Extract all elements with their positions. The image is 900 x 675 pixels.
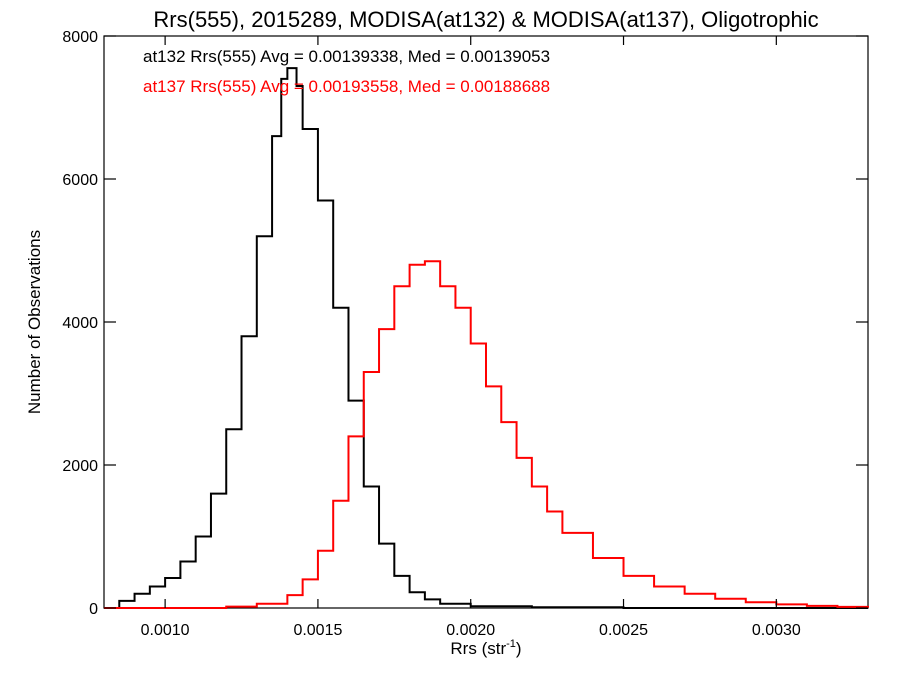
plot-frame: [103, 35, 869, 609]
series-annotation-red: at137 Rrs(555) Avg = 0.00193558, Med = 0…: [143, 77, 550, 96]
x-axis-label-close: ): [516, 639, 522, 658]
y-axis-label: Number of Observations: [25, 230, 44, 414]
x-tick-label: 0.0030: [752, 622, 801, 639]
y-tick-label: 0: [89, 601, 98, 618]
series-line-black: [104, 67, 868, 609]
y-tick-label: 4000: [62, 315, 98, 332]
x-tick-label: 0.0025: [599, 622, 648, 639]
ticks-layer: 0.0010 0.0015 0.0020 0.0025 0.0030 0 2000 4000 6…: [62, 29, 868, 639]
y-tick-label: 6000: [62, 172, 98, 189]
y-tick-label: 2000: [62, 458, 98, 475]
series-annotation-black: at132 Rrs(555) Avg = 0.00139338, Med = 0…: [143, 47, 550, 66]
y-tick-label: 8000: [62, 29, 98, 46]
plot-area: 0.0010 0.0015 0.0020 0.0025 0.0030 0 2000 4000 6…: [62, 29, 869, 639]
x-tick-label: 0.0015: [293, 622, 342, 639]
series-layer: [104, 67, 869, 609]
x-axis-label-sup: -1: [506, 638, 516, 650]
x-tick-label: 0.0010: [141, 622, 190, 639]
x-axis-label-main: Rrs (str: [450, 639, 506, 658]
series-line-red: [104, 260, 869, 609]
x-axis-label: Rrs (str-1): [450, 638, 521, 658]
chart-title: Rrs(555), 2015289, MODISA(at132) & MODIS…: [153, 7, 818, 32]
x-tick-label: 0.0020: [446, 622, 495, 639]
